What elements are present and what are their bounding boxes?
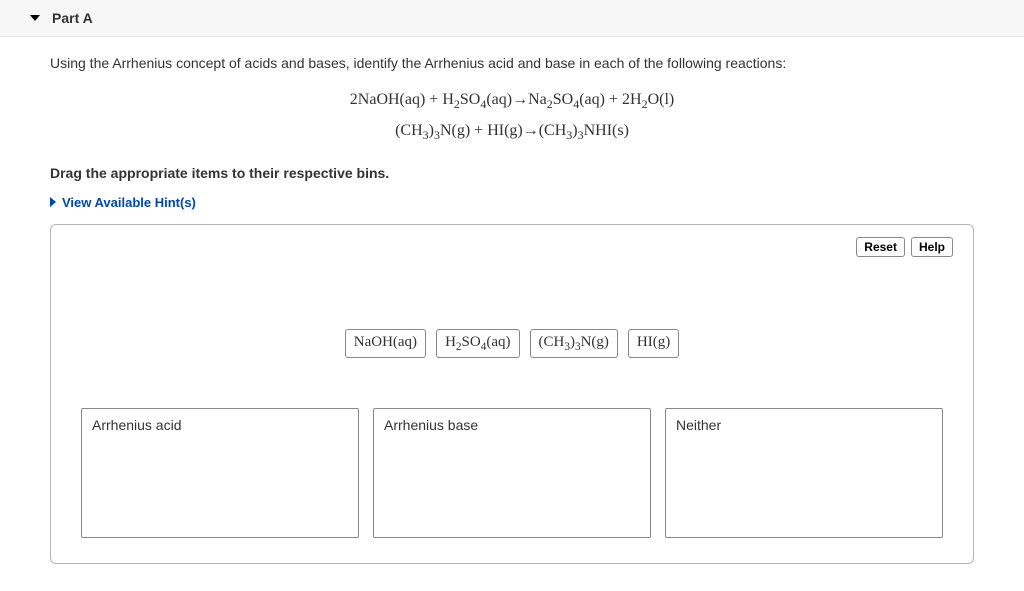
- help-button[interactable]: Help: [911, 237, 953, 257]
- drag-item[interactable]: (CH3)3N(g): [530, 329, 618, 358]
- workspace-panel: Reset Help NaOH(aq) H2SO4(aq) (CH3)3N(g)…: [50, 224, 974, 564]
- bin-label: Arrhenius base: [384, 417, 640, 433]
- bin-arrhenius-base[interactable]: Arrhenius base: [373, 408, 651, 538]
- drag-instruction: Drag the appropriate items to their resp…: [50, 165, 974, 181]
- bin-label: Neither: [676, 417, 932, 433]
- draggable-row: NaOH(aq) H2SO4(aq) (CH3)3N(g) HI(g): [71, 329, 953, 358]
- bins-row: Arrhenius acid Arrhenius base Neither: [71, 408, 953, 538]
- equation-line-1: 2NaOH(aq) + H2SO4(aq)→Na2SO4(aq) + 2H2O(…: [50, 85, 974, 116]
- collapse-arrow-icon: [30, 15, 40, 21]
- bin-label: Arrhenius acid: [92, 417, 348, 433]
- view-hints-link[interactable]: View Available Hint(s): [50, 195, 974, 210]
- hints-label: View Available Hint(s): [62, 195, 196, 210]
- bin-arrhenius-acid[interactable]: Arrhenius acid: [81, 408, 359, 538]
- part-header[interactable]: Part A: [0, 0, 1024, 37]
- drag-item[interactable]: HI(g): [628, 329, 679, 358]
- equation-line-2: (CH3)3N(g) + HI(g)→(CH3)3NHI(s): [50, 116, 974, 147]
- part-title: Part A: [52, 10, 93, 26]
- reset-button[interactable]: Reset: [856, 237, 905, 257]
- drag-item[interactable]: NaOH(aq): [345, 329, 426, 358]
- workspace-toolbar: Reset Help: [856, 237, 953, 257]
- intro-text: Using the Arrhenius concept of acids and…: [50, 55, 974, 71]
- equations-block: 2NaOH(aq) + H2SO4(aq)→Na2SO4(aq) + 2H2O(…: [50, 85, 974, 147]
- drag-item[interactable]: H2SO4(aq): [436, 329, 519, 358]
- chevron-right-icon: [50, 197, 56, 207]
- bin-neither[interactable]: Neither: [665, 408, 943, 538]
- content-area: Using the Arrhenius concept of acids and…: [0, 37, 1024, 564]
